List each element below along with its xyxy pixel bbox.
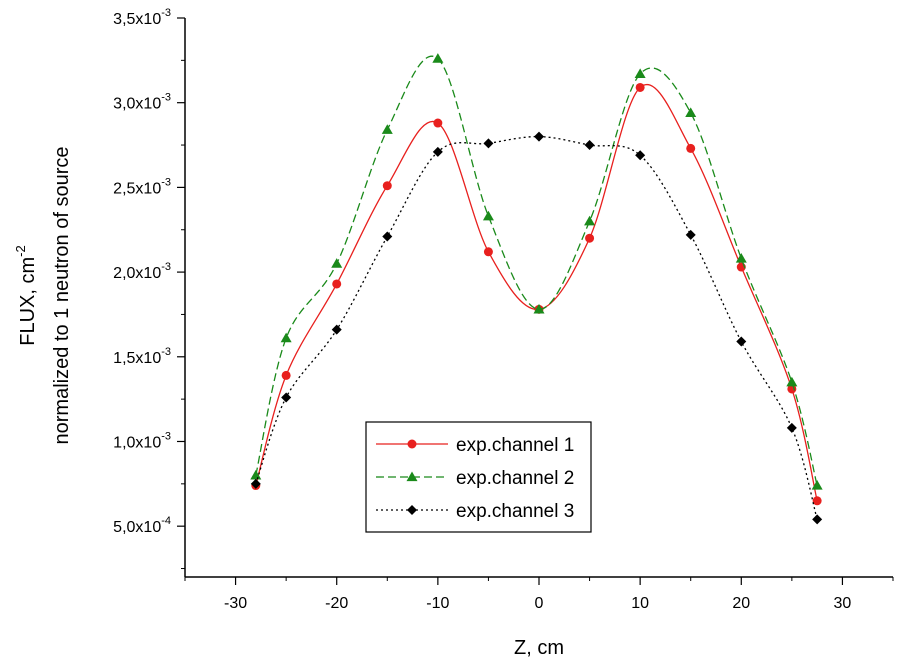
legend-marker-1 [407,439,417,449]
series-3 [250,131,823,525]
legend: exp.channel 1 exp.channel 2 exp.channel 3 [365,421,592,533]
y-tick-label: 3,0x10-3 [113,92,171,113]
y-tick-label: 5,0x10-4 [113,515,171,536]
y-tick-exponent: -3 [161,7,171,19]
series-2-point [250,469,262,480]
y-tick-mantissa: 5,0x10 [113,519,161,536]
legend-marker-3 [407,505,417,515]
series-3-point [584,140,595,151]
y-tick-mantissa: 2,5x10 [113,180,161,197]
series-1-point [812,496,822,506]
y-tick-exponent: -3 [161,346,171,358]
series-3-point [432,146,443,157]
series-3-point [736,336,747,347]
x-tick-label: 30 [834,595,852,612]
x-tick-label: -10 [426,595,449,612]
series-2-line [255,55,818,486]
series-3-point [534,131,544,142]
series-2-point [685,107,697,117]
series-1-point [635,82,645,92]
series-2-point [533,303,545,314]
series-3-point [812,514,823,525]
series-1-point [382,181,392,191]
series-1-point [332,279,342,289]
series-1-point [787,384,797,394]
y-tick-label: 2,5x10-3 [113,176,171,197]
y-tick-mantissa: 3,0x10 [113,96,161,113]
series-1-point [281,370,291,380]
series-1-point [483,247,493,257]
x-tick-label: -20 [325,595,348,612]
series-2-point [331,258,343,268]
y-axis-title-main: FLUX, cm [17,257,39,346]
series-2 [250,53,823,490]
y-tick-exponent: -3 [161,176,171,188]
series-2-point [584,215,596,226]
y-tick-exponent: -3 [161,261,171,273]
axes-layer: -30 -20 -10 0 10 20 305,0x10-41,0x10-31,5x10-3… [113,7,894,612]
x-tick-label: -30 [224,595,247,612]
x-tick-label: 20 [732,595,750,612]
series-3-point [250,478,261,489]
series-3-point [281,392,292,403]
legend-marker-2 [406,471,418,482]
series-2-point [482,210,494,221]
series-1-point [686,143,696,153]
series-3-point [331,324,342,335]
series-3-point [685,229,696,240]
y-axis-title-line1: FLUX, cm-2 [13,245,39,345]
y-tick-exponent: -3 [161,430,171,442]
y-tick-label: 2,0x10-3 [113,261,171,282]
legend-label-2: exp.channel 2 [456,468,574,489]
legend-label-3: exp.channel 3 [456,501,574,522]
series-2-point [280,332,292,343]
series-3-point [382,231,393,242]
y-tick-exponent: -3 [161,92,171,104]
y-tick-mantissa: 1,0x10 [113,434,161,451]
y-tick-mantissa: 1,5x10 [113,350,161,367]
y-axis-title-superscript: -2 [13,245,28,257]
series-2-point [432,53,444,63]
series-2-point [735,253,747,263]
x-tick-label: 0 [535,595,544,612]
y-tick-label: 1,0x10-3 [113,430,171,451]
series-2-point [811,480,823,490]
y-axis-title-line2: normalized to 1 neutron of source [51,147,73,445]
series-3-point [786,422,797,433]
series-1-point [585,233,595,243]
y-tick-label: 1,5x10-3 [113,346,171,367]
y-tick-label: 3,5x10-3 [113,7,171,28]
series-3-point [635,150,646,161]
x-axis-title: Z, cm [514,637,564,659]
series-2-point [381,124,393,134]
series-3-point [483,138,494,149]
series-2-point [786,376,798,387]
legend-label-1: exp.channel 1 [456,435,574,456]
series-layer [250,53,823,525]
y-tick-mantissa: 2,0x10 [113,265,161,282]
series-1-point [433,118,443,128]
y-tick-mantissa: 3,5x10 [113,11,161,28]
x-tick-label: 10 [631,595,649,612]
series-2-point [634,68,646,79]
y-tick-exponent: -4 [161,515,171,527]
